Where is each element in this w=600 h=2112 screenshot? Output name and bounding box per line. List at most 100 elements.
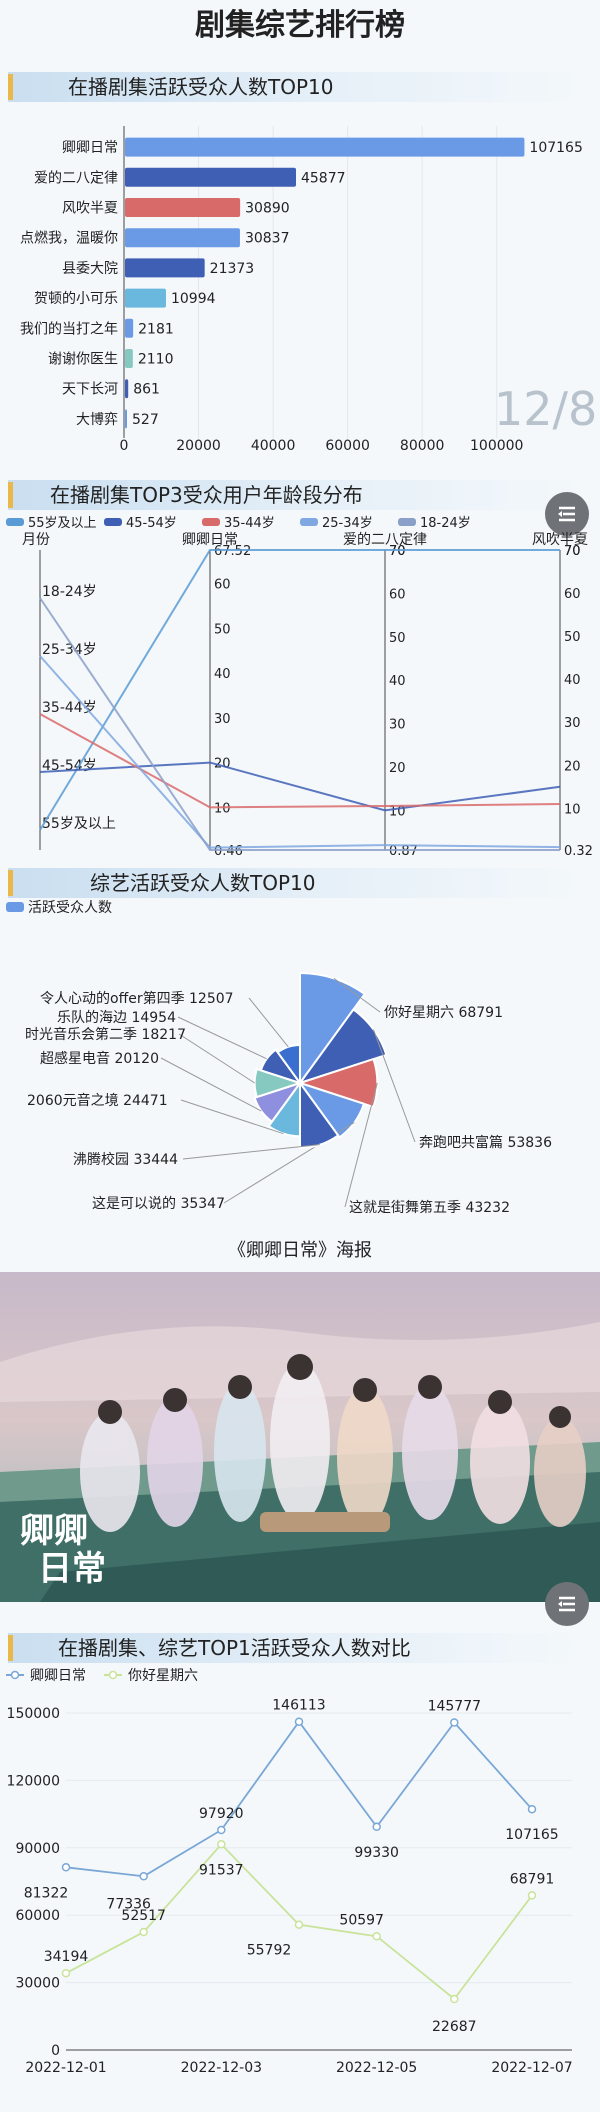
section-title: 综艺活跃受众人数TOP10 — [90, 871, 316, 895]
category-tick-label: 35-44岁 — [42, 700, 97, 716]
category-label: 爱的二八定律 — [34, 170, 118, 186]
bar — [125, 167, 296, 187]
series-line — [39, 549, 560, 831]
legend-label: 45-54岁 — [126, 516, 177, 531]
bar — [125, 137, 525, 157]
menu-icon — [558, 1596, 575, 1612]
menu-icon — [558, 506, 575, 522]
menu-button-2[interactable] — [545, 1582, 589, 1626]
menu-button[interactable] — [545, 492, 589, 536]
data-label: 81322 — [24, 1885, 69, 1901]
x-tick-label: 80000 — [400, 438, 445, 454]
poster-caption: 《卿卿日常》海报 — [228, 1240, 372, 1261]
data-point — [61, 1968, 71, 1978]
y-tick-label: 150000 — [7, 1706, 60, 1722]
page-title: 剧集综艺排行榜 — [195, 8, 405, 43]
x-tick-label: 2022-12-01 — [25, 2060, 106, 2076]
bar-value-label: 861 — [133, 382, 160, 398]
section-header-top1-comparison: 在播剧集、综艺TOP1活跃受众人数对比 — [8, 1633, 592, 1663]
series-line — [39, 597, 560, 851]
data-point — [450, 1718, 459, 1727]
poster-title-calligraphy: 卿卿 — [20, 1511, 88, 1551]
data-point — [527, 1891, 537, 1900]
x-tick-label: 40000 — [251, 438, 296, 454]
axis-tick-label: 30 — [389, 718, 406, 733]
axis-min-label: 0.32 — [564, 844, 593, 859]
data-label: 146113 — [272, 1698, 325, 1714]
axis-tick-label: 70 — [564, 544, 581, 559]
bar-value-label: 2181 — [138, 321, 174, 337]
slice-label: 这就是街舞第五季 43232 — [349, 1199, 510, 1216]
poster-title-calligraphy-2: 日常 — [38, 1549, 106, 1589]
category-label: 县委大院 — [62, 261, 118, 277]
rose-slice — [297, 1008, 388, 1085]
section-accent-bar — [8, 74, 13, 100]
data-label: 97920 — [199, 1806, 244, 1822]
y-tick-label: 0 — [51, 2043, 60, 2059]
data-label: 55792 — [247, 1943, 292, 1959]
section-accent-bar — [8, 482, 13, 508]
bar — [125, 258, 205, 278]
bar-value-label: 10994 — [171, 291, 216, 307]
label-leader-line — [180, 1099, 284, 1135]
slice-label: 奔跑吧共富篇 53836 — [419, 1134, 552, 1151]
data-label: 50597 — [339, 1912, 384, 1928]
data-point — [294, 1717, 304, 1726]
legend-label: 活跃受众人数 — [28, 900, 112, 916]
bar — [125, 288, 166, 308]
bar-value-label: 21373 — [210, 261, 255, 277]
series-line — [39, 761, 561, 812]
axis-tick-label: 60 — [564, 587, 581, 602]
legend-swatch — [300, 518, 318, 526]
axis-tick-label: 50 — [214, 622, 231, 637]
axis-tick-label: 20 — [389, 761, 406, 776]
data-label: 52517 — [121, 1908, 166, 1924]
axis-name: 月份 — [22, 532, 50, 548]
rose-slice — [276, 1043, 301, 1087]
slice-label: 2060元音之境 24471 — [27, 1092, 168, 1109]
bar — [125, 379, 129, 399]
legend-swatch — [398, 518, 416, 526]
axis-tick-label: 30 — [564, 716, 581, 731]
label-leader-line — [160, 1057, 262, 1112]
y-tick-label: 120000 — [7, 1773, 60, 1789]
slice-label: 沸腾校园 33444 — [73, 1151, 178, 1168]
category-label: 天下长河 — [62, 382, 118, 398]
bar-value-label: 30837 — [245, 231, 290, 247]
rose-slice — [259, 1048, 303, 1085]
category-label: 贺顿的小可乐 — [34, 291, 118, 307]
axis-tick-label: 50 — [389, 631, 406, 646]
data-point — [139, 1927, 148, 1937]
legend-label: 18-24岁 — [420, 516, 471, 531]
axis-tick-label: 30 — [214, 712, 231, 727]
bar-value-label: 2110 — [138, 352, 174, 368]
data-label: 107165 — [505, 1827, 558, 1843]
slice-label: 乐队的海边 14954 — [57, 1010, 176, 1026]
data-label: 99330 — [354, 1845, 399, 1861]
section-title: 在播剧集TOP3受众用户年龄段分布 — [50, 483, 363, 507]
legend-label: 25-34岁 — [322, 516, 373, 531]
data-label: 34194 — [44, 1949, 89, 1965]
axis-tick-label: 40 — [214, 667, 231, 682]
axis-name: 卿卿日常 — [182, 532, 238, 548]
axis-tick-label: 20 — [564, 759, 581, 774]
axis-tick-label: 50 — [564, 630, 581, 645]
x-tick-label: 2022-12-07 — [491, 2060, 572, 2076]
legend-marker — [10, 1670, 20, 1680]
data-point — [450, 1994, 459, 2004]
legend-swatch — [202, 518, 220, 526]
category-tick-label: 25-34岁 — [42, 642, 97, 658]
x-tick-label: 60000 — [325, 438, 370, 454]
section-header-variety-top10: 综艺活跃受众人数TOP10 — [8, 868, 592, 898]
section-header-age-distribution: 在播剧集TOP3受众用户年龄段分布 — [8, 480, 592, 510]
axis-max-label: 70 — [564, 544, 581, 559]
category-label: 谢谢你医生 — [48, 352, 118, 368]
data-label: 145777 — [428, 1699, 481, 1715]
category-label: 风吹半夏 — [62, 201, 118, 217]
bar-value-label: 107165 — [529, 140, 582, 156]
bar-value-label: 45877 — [301, 170, 346, 186]
category-label: 卿卿日常 — [62, 140, 118, 156]
data-label: 77336 — [106, 1896, 151, 1912]
legend-swatch — [6, 518, 24, 526]
